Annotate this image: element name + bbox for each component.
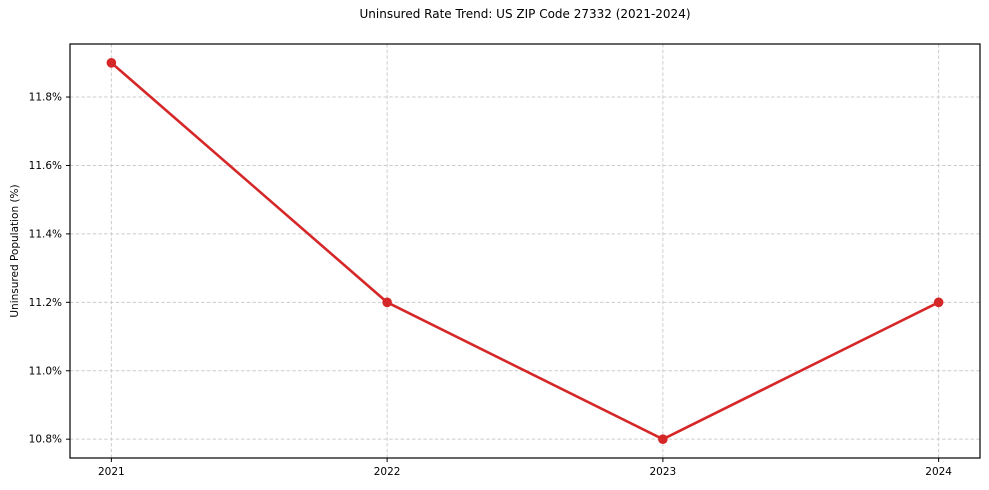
y-tick-label: 11.6%: [29, 160, 62, 172]
x-tick-label: 2022: [374, 466, 401, 478]
y-tick-label: 11.8%: [29, 92, 62, 104]
plot-border: [69, 43, 981, 459]
y-tick-label: 11.0%: [29, 365, 62, 377]
y-tick-label: 10.8%: [29, 434, 62, 446]
x-tick-label: 2024: [925, 466, 952, 478]
trend-line: [110, 61, 940, 441]
y-tick-label: 11.2%: [29, 297, 62, 309]
x-tick-label: 2021: [98, 466, 125, 478]
y-tick-label: 11.4%: [29, 228, 62, 240]
data-point: [382, 297, 392, 308]
data-point: [106, 58, 117, 68]
data-point: [933, 297, 944, 308]
data-point: [658, 434, 668, 444]
x-tick-label: 2023: [650, 466, 677, 478]
chart-title: Uninsured Rate Trend: US ZIP Code 27332 …: [359, 7, 691, 21]
